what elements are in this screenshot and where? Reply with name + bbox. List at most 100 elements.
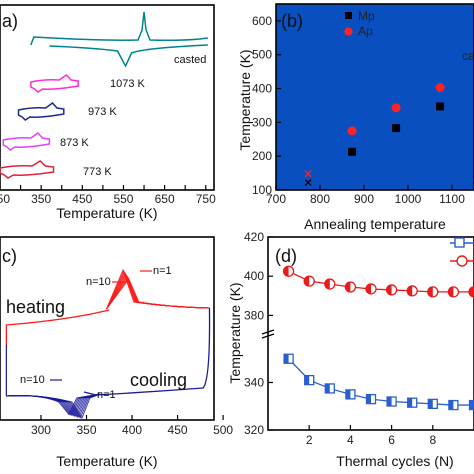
curve-label-973k: 973 K <box>88 106 117 118</box>
point-series-1-0 <box>283 353 294 364</box>
panel-b-ytick-label-100: 100 <box>252 183 272 197</box>
marker-fill <box>469 286 474 297</box>
cross-point-1 <box>304 179 312 187</box>
panel-a-xtick-label-550: 550 <box>113 192 133 206</box>
axis-break-mark-1 <box>261 329 275 335</box>
panel-d-xlabel: Thermal cycles (N) <box>336 453 453 469</box>
panel-c-xtick-label-500: 500 <box>213 423 233 437</box>
point-series-1-8 <box>448 399 459 411</box>
panel-b-ytick-label-200: 200 <box>252 149 272 163</box>
marker-fill <box>386 284 392 295</box>
marker-fill <box>284 354 289 364</box>
point-series-0-5 <box>385 284 398 296</box>
cooling-base <box>95 307 211 396</box>
panel-d-ticks: 2 4 6 8 320 340 380 400 420 <box>244 230 436 447</box>
panel-a-frame <box>0 4 215 191</box>
marker-fill <box>387 397 392 406</box>
point-mp-1 <box>392 124 401 133</box>
panel-c-xtick-label-400: 400 <box>122 423 142 437</box>
panel-c: c) 300 350 400 450 500 heating cooling n=10 … <box>0 236 233 469</box>
cooling-label: cooling <box>130 370 187 390</box>
panel-b-annotation: ca <box>462 49 474 63</box>
panel-d-ylabel: Temperature (K) <box>227 282 243 383</box>
marker-fill <box>324 279 330 290</box>
panel-b-ytick-label-500: 500 <box>252 48 272 62</box>
point-series-0-3 <box>344 281 357 293</box>
point-series-0-4 <box>365 283 377 295</box>
marker-fill <box>345 389 351 399</box>
marker-fill <box>283 266 289 277</box>
panel-d-legend <box>450 237 474 267</box>
panel-d-points <box>282 265 474 411</box>
series-line-1 <box>288 358 474 406</box>
axis-break <box>261 329 275 339</box>
marker-fill <box>427 286 433 297</box>
marker-fill <box>366 394 371 404</box>
panel-b-ytick-label-400: 400 <box>252 82 272 96</box>
panel-a-xtick-label-250: 250 <box>0 192 10 206</box>
point-series-1-7 <box>427 398 438 410</box>
marker-fill <box>345 281 351 292</box>
curve-1073k <box>30 74 79 93</box>
panel-c-xtick-label-450: 450 <box>168 423 188 437</box>
curve-label-1073k: 1073 K <box>110 78 146 90</box>
point-ap-0 <box>347 126 357 136</box>
panel-b-ylabel: Temperature (K) <box>237 49 253 150</box>
panel-b-label: (b) <box>281 11 303 31</box>
axis-break-mark-2 <box>261 333 275 339</box>
point-series-1-4 <box>365 393 377 405</box>
panel-a-xtick-label-650: 650 <box>155 192 175 206</box>
panel-b-xlabel: Annealing temperature <box>304 216 446 232</box>
panel-b-ytick-label-600: 600 <box>252 14 272 28</box>
cooling-cycle-10 <box>6 393 101 416</box>
panel-b-legend: Mp Ap <box>344 9 375 38</box>
panel-b-xtick-label-900: 900 <box>354 192 374 206</box>
panel-c-xtick-label-300: 300 <box>31 423 51 437</box>
panel-d-label: (d) <box>275 246 297 266</box>
marker-fill <box>304 276 310 287</box>
panel-a-xtick-label-350: 350 <box>31 192 51 206</box>
marker-fill <box>448 286 454 297</box>
panel-c-curves <box>5 268 211 420</box>
panel-b: (b) 700 800 900 1000 1100100200300400500600 … <box>237 3 474 232</box>
curve-873k <box>2 132 51 151</box>
point-series-0-8 <box>447 286 460 298</box>
heating-n10-label: n=10 <box>86 276 111 288</box>
panel-d-ytick-label-340: 340 <box>244 376 264 390</box>
marker-fill <box>407 398 413 408</box>
panel-d-xtick-label-4: 4 <box>347 433 354 447</box>
heating-label: heating <box>6 297 65 317</box>
marker-fill <box>407 285 413 296</box>
legend-d-blue-marker <box>454 237 465 248</box>
point-series-0-1 <box>303 275 315 287</box>
panel-c-label: c) <box>2 246 17 266</box>
panel-a-curves: casted 1073 K 973 K 873 K 773 K <box>0 11 208 179</box>
marker-fill <box>366 283 371 294</box>
heating-n1-label: n=1 <box>153 265 172 277</box>
panel-c-ticks: 300 350 400 450 500 <box>31 415 233 437</box>
panel-a-xtick-label-450: 450 <box>72 192 92 206</box>
marker-fill <box>304 375 310 385</box>
marker-fill <box>428 399 433 409</box>
cross-stroke-b-1 <box>304 179 312 187</box>
panel-a-label: a) <box>2 11 18 31</box>
point-series-0-2 <box>324 278 336 290</box>
panel-a: a) casted 1073 K 973 K 873 K 773 K 250 350 450… <box>0 4 216 221</box>
heating-base <box>5 309 110 345</box>
panel-d-xtick-label-6: 6 <box>388 433 395 447</box>
panel-a-ticks: 250 350 450 550 650 750 <box>0 185 216 206</box>
panel-b-frame <box>275 3 474 191</box>
legend-mp-label: Mp <box>358 9 375 23</box>
point-series-0-0 <box>282 265 295 277</box>
point-mp-0 <box>348 147 357 156</box>
panel-b-xtick-label-1000: 1000 <box>395 192 422 206</box>
point-series-1-6 <box>407 397 418 408</box>
panel-b-points <box>304 83 445 187</box>
curve-773k <box>0 160 55 179</box>
cooling-n1-arrow <box>83 391 97 396</box>
panel-d-frame <box>267 236 474 431</box>
panel-a-xtick-label-750: 750 <box>196 192 216 206</box>
panel-d-ytick-label-380: 380 <box>244 308 264 322</box>
